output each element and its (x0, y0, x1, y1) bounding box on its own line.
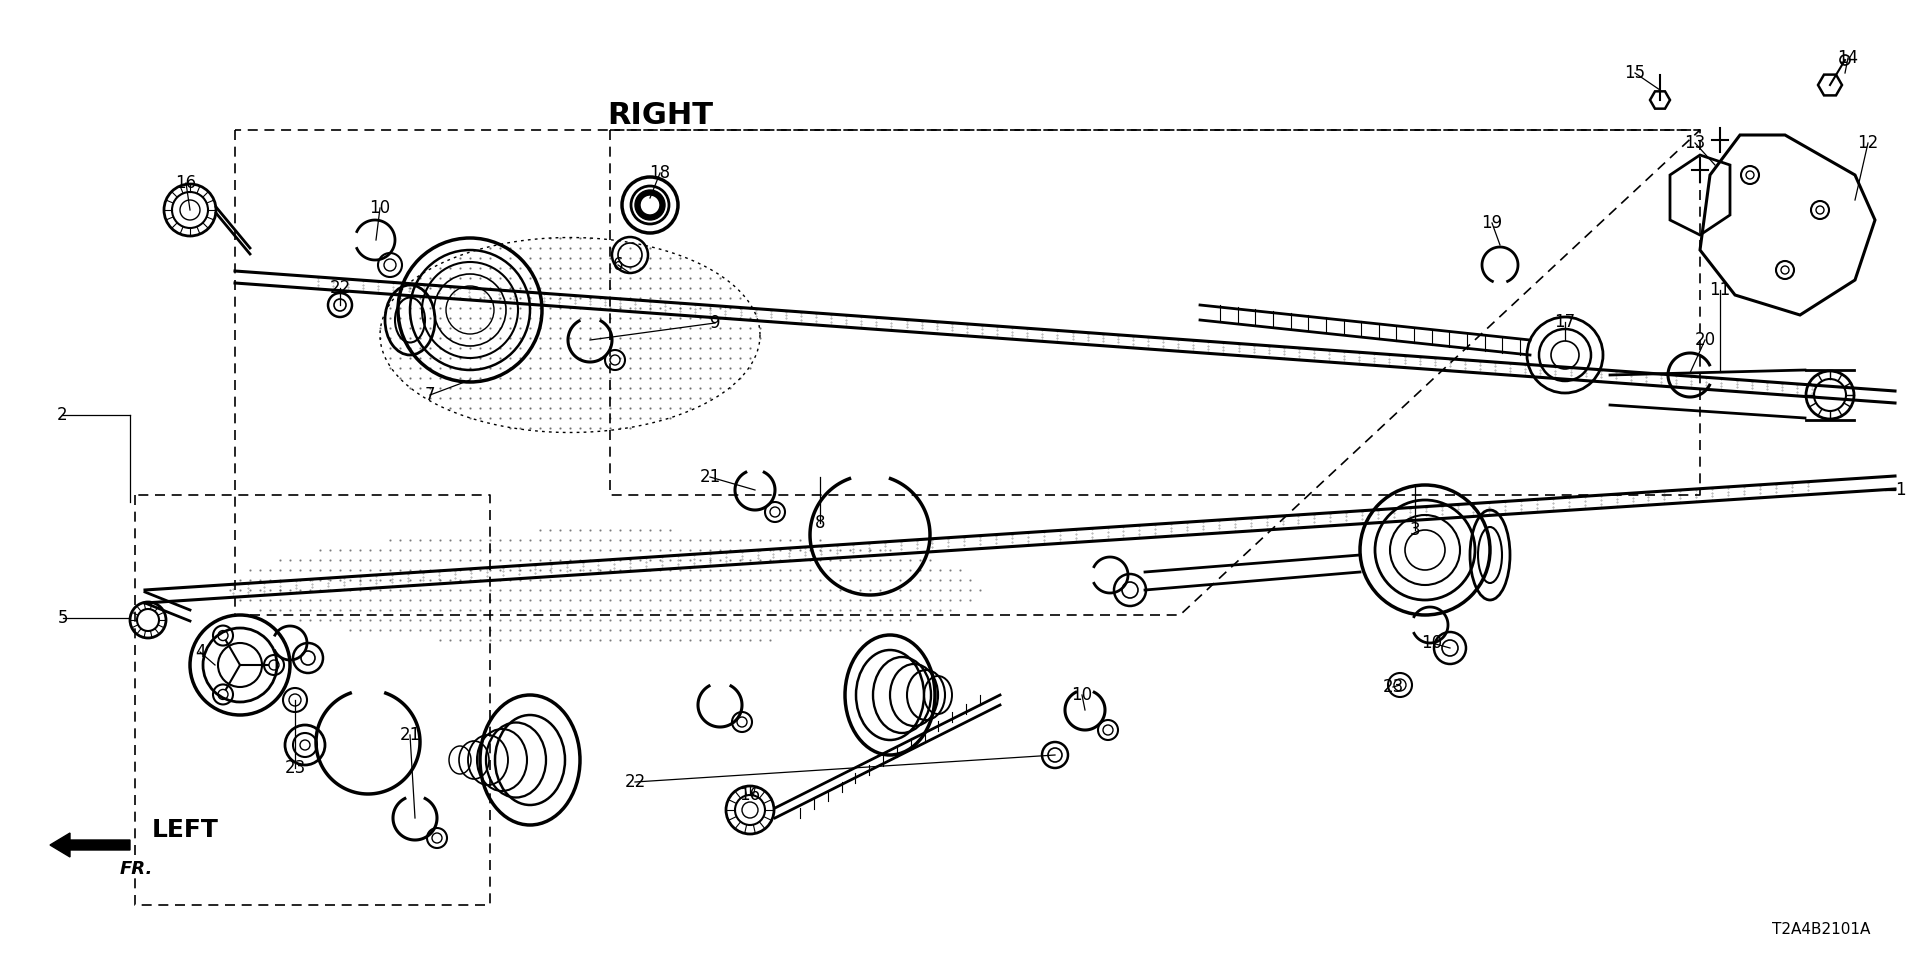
Text: 4: 4 (194, 643, 205, 661)
Text: 11: 11 (1709, 281, 1730, 299)
Text: 5: 5 (58, 609, 69, 627)
Text: 18: 18 (649, 164, 670, 182)
Text: 14: 14 (1837, 49, 1859, 67)
Text: 13: 13 (1684, 134, 1705, 152)
Text: LEFT: LEFT (152, 818, 219, 842)
Text: 6: 6 (612, 256, 624, 274)
Text: 3: 3 (1409, 521, 1421, 539)
Text: 23: 23 (1382, 678, 1404, 696)
Circle shape (636, 190, 664, 220)
FancyArrow shape (50, 833, 131, 857)
Text: 17: 17 (1555, 313, 1576, 331)
Text: T2A4B2101A: T2A4B2101A (1772, 923, 1870, 938)
Text: 7: 7 (424, 386, 436, 404)
Text: 1: 1 (1895, 481, 1907, 499)
Text: 10: 10 (1421, 634, 1442, 652)
Text: FR.: FR. (119, 860, 154, 878)
Text: 9: 9 (710, 314, 720, 332)
Circle shape (639, 195, 660, 215)
Text: 21: 21 (399, 726, 420, 744)
Text: 20: 20 (1695, 331, 1716, 349)
Text: 16: 16 (739, 786, 760, 804)
Text: 23: 23 (284, 759, 305, 777)
Text: 22: 22 (330, 279, 351, 297)
Text: 8: 8 (814, 514, 826, 532)
Text: 2: 2 (58, 406, 67, 424)
Text: 15: 15 (1624, 64, 1645, 82)
Text: 10: 10 (1071, 686, 1092, 704)
Text: RIGHT: RIGHT (607, 101, 712, 130)
Text: 22: 22 (624, 773, 645, 791)
Text: 21: 21 (699, 468, 720, 486)
Text: 19: 19 (1482, 214, 1503, 232)
Text: 10: 10 (369, 199, 390, 217)
Text: 16: 16 (175, 174, 196, 192)
Text: 12: 12 (1857, 134, 1878, 152)
